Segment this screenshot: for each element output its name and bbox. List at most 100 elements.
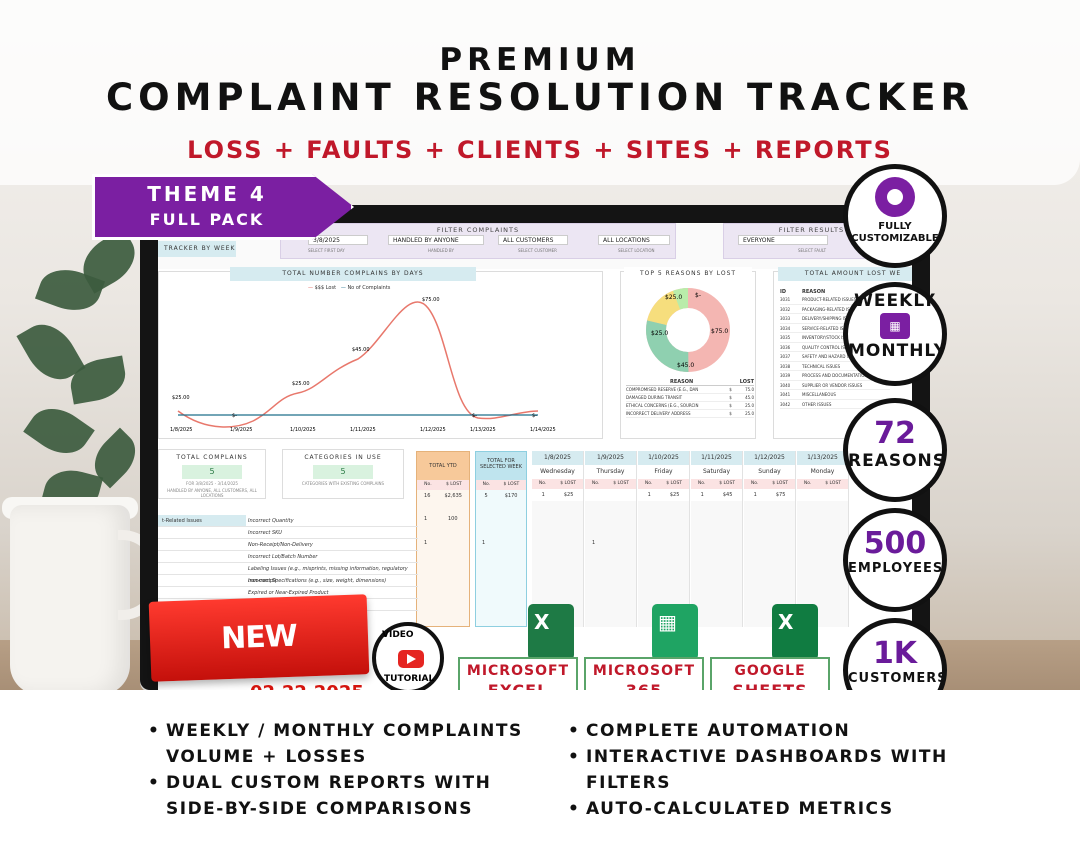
customer-select[interactable]: ALL CUSTOMERS — [498, 235, 568, 245]
line-data-label: $- — [232, 413, 237, 419]
lost-week-reason: PROCESS AND DOCUMENTATION — [802, 373, 868, 378]
ytd-h-no: No. — [424, 482, 432, 487]
donut-table-cell: INCORRECT DELIVERY ADDRESS — [626, 411, 691, 416]
excel-icon: X — [528, 604, 574, 660]
white-pitcher — [10, 505, 130, 695]
day-name: Saturday — [691, 465, 742, 479]
donut-label-right: $75.0 — [711, 328, 728, 335]
location-label: SELECT LOCATION — [618, 248, 655, 253]
lost-week-reason: OTHER ISSUES — [802, 401, 832, 407]
day-date: 1/10/2025 — [638, 451, 689, 465]
lost-week-row: 3031 PRODUCT-RELATED ISSUES — [780, 295, 890, 305]
day-h-no: No. — [750, 481, 759, 486]
handled-by-select[interactable]: HANDLED BY ANYONE — [388, 235, 484, 245]
donut-table-cell: ETHICAL CONCERNS (E.G., SOURCIN — [626, 403, 699, 408]
line-date-tick: 1/11/2025 — [350, 427, 376, 433]
lost-week-row: 3032 PACKAGING-RELATED ISSUES — [780, 305, 890, 314]
day-date: 1/11/2025 — [691, 451, 742, 465]
lost-week-title: TOTAL AMOUNT LOST WE — [778, 267, 912, 281]
lost-week-id: 3042 — [780, 401, 791, 407]
ytd-no: 16 — [424, 493, 431, 499]
lost-week-reason: MISCELLANEOUS — [802, 392, 836, 397]
feature-left-1: WEEKLY / MONTHLY COMPLAINTS — [166, 721, 523, 741]
line-date-tick: 1/13/2025 — [470, 427, 496, 433]
day-date: 1/8/2025 — [532, 451, 583, 465]
lost-week-id: 3035 — [780, 335, 791, 340]
lost-week-id: 3036 — [780, 344, 791, 350]
lost-week-row: 3042 OTHER ISSUES — [780, 400, 890, 409]
video-tutorial-badge[interactable]: VIDEO TUTORIAL — [372, 622, 444, 694]
day-h-lost: $ LOST — [613, 481, 630, 486]
filter-results-title: FILTER RESULTS BY — [778, 226, 858, 234]
line-chart: $25.00 $- $25.00 $45.00 $75.00 $- $- 1/8/2025 1… — [170, 297, 556, 433]
reason0-ytd-no: 1 — [424, 516, 428, 522]
lost-week-id: 3032 — [780, 306, 791, 312]
day-name: Wednesday — [532, 465, 583, 479]
calendar-icon: ▦ — [880, 313, 910, 339]
lost-week-id: 3031 — [780, 297, 791, 302]
feature-right-2: INTERACTIVE DASHBOARDS WITH — [586, 747, 948, 767]
lost-week-reason: PACKAGING-RELATED ISSUES — [802, 306, 861, 312]
line-legend: — $$$ Lost — No of Complaints — [308, 285, 391, 291]
reason-row: Incorrect Lot/Batch Number — [158, 551, 418, 563]
selected-week-column: TOTAL FOR SELECTED WEEK No. $ LOST 5 $170 — [475, 451, 527, 627]
lost-week-row: 3039 PROCESS AND DOCUMENTATION — [780, 371, 890, 381]
lost-week-reason: QUALITY CONTROL ISSUES — [802, 344, 856, 350]
day-name: Monday — [797, 465, 848, 479]
first-day-label: SELECT FIRST DAY — [308, 248, 345, 253]
lost-line — [177, 301, 539, 428]
badge-monthly-text: MONTHLY — [848, 341, 947, 361]
lost-week-id: 3039 — [780, 373, 791, 378]
badge-employees-label: EMPLOYEES — [848, 561, 944, 576]
tfs-no: 5 — [484, 493, 488, 499]
line-date-tick: 1/14/2025 — [530, 427, 556, 433]
lost-week-reason: SAFETY AND HAZARD ISSUES — [802, 354, 862, 359]
handled-by-label: HANDLED BY — [428, 248, 454, 253]
feature-right-4: AUTO-CALCULATED METRICS — [586, 799, 894, 819]
tracker-tab[interactable]: TRACKER BY WEEK — [158, 241, 236, 257]
badge-customers-label: CUSTOMERS — [848, 671, 948, 686]
badge-employees: 500 EMPLOYEES — [843, 508, 947, 612]
reason-row: Non-Receipt/Non-Delivery — [158, 539, 418, 551]
donut-table-cell: DAMAGED DURING TRANSIT — [626, 395, 683, 400]
day-date: 1/12/2025 — [744, 451, 795, 465]
reason-row: Labeling Issues (e.g., misprints, missin… — [158, 563, 418, 584]
location-select[interactable]: ALL LOCATIONS — [598, 235, 670, 245]
line-data-label: $- — [532, 413, 537, 419]
lost-week-table: ID REASON 3031 PRODUCT-RELATED ISSUES 3032 P… — [780, 289, 890, 419]
reason2-tfs-no: 1 — [482, 540, 486, 546]
platform-365-line1: MICROSOFT — [592, 663, 696, 679]
donut-head-lost: LOST — [739, 379, 754, 385]
donut-label-top: $25.0 — [665, 294, 682, 301]
day-h-no: No. — [538, 481, 547, 486]
donut-label-bottom: $45.0 — [677, 362, 694, 369]
feature-left-2: VOLUME + LOSSES — [166, 747, 367, 767]
day-column: 1/9/2025 Thursday No. $ LOST — [585, 451, 637, 627]
day-column: 1/13/2025 Monday No. $ LOST — [797, 451, 849, 627]
lost-week-row: 3037 SAFETY AND HAZARD ISSUES — [780, 352, 890, 362]
day-name: Sunday — [744, 465, 795, 479]
feature-right-1: COMPLETE AUTOMATION — [586, 721, 851, 741]
line-chart-title: TOTAL NUMBER COMPLAINS BY DAYS — [230, 267, 476, 281]
lost-week-row: 3041 MISCELLANEOUS — [780, 390, 890, 400]
first-day-select[interactable]: 3/8/2025 — [308, 235, 368, 245]
kpi-categories-note: CATEGORIES WITH EXISTING COMPLAINS — [301, 481, 385, 486]
day-column: 1/10/2025 Friday No. $ LOST 1 $25 — [638, 451, 690, 627]
day-h-lost: $ LOST — [560, 481, 577, 486]
donut-table-cell: 75.0 — [745, 387, 754, 392]
donut-title: TOP 5 REASONS BY LOST — [624, 267, 752, 281]
line-data-label: $75.00 — [422, 297, 440, 303]
results-select[interactable]: EVERYONE — [738, 235, 828, 245]
ytd-h-lost: $ LOST — [446, 482, 462, 487]
badge-customers-num: 1K — [872, 636, 918, 671]
day-h-lost: $ LOST — [719, 481, 736, 486]
tfs-title: TOTAL FOR SELECTED WEEK — [476, 452, 526, 480]
customer-label: SELECT CUSTOMER — [518, 248, 557, 253]
lost-week-row: 3038 TECHNICAL ISSUES — [780, 362, 890, 371]
kpi-complains-note1: FOR 3/8/2025 - 3/14/2025 — [186, 481, 238, 486]
lw-head-reason: REASON — [802, 289, 826, 295]
kpi-categories-value: 5 — [313, 465, 373, 479]
badge-weekly-monthly: WEEKLY ▦ MONTHLY — [843, 282, 947, 386]
day-name: Friday — [638, 465, 689, 479]
play-icon — [398, 650, 424, 668]
